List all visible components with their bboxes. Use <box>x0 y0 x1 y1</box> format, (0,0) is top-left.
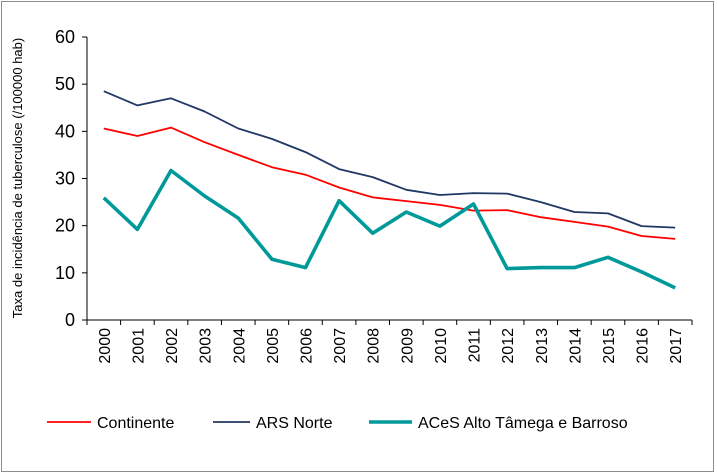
x-tick-label: 2004 <box>231 328 248 364</box>
x-tick-label: 2011 <box>467 328 484 363</box>
axes: 0 10 20 30 40 50 60 2000 2001 2002 2003 2004 2005 200… <box>55 27 693 364</box>
x-tick-label: 2003 <box>198 328 215 364</box>
plot-area <box>102 90 676 290</box>
x-tick-label: 2006 <box>298 328 315 364</box>
x-tick-label: 2001 <box>130 328 147 364</box>
legend-label: ARS Norte <box>256 415 333 432</box>
legend-label: ACeS Alto Tâmega e Barroso <box>418 415 628 432</box>
series-line-2 <box>103 90 676 229</box>
x-tick-label: 2002 <box>164 328 181 364</box>
x-tick-label: 2017 <box>668 328 685 364</box>
series-line-1 <box>103 126 676 240</box>
x-tick-label: 2016 <box>635 328 652 364</box>
series-line-3 <box>102 168 676 290</box>
x-tick-label: 2015 <box>601 328 618 364</box>
x-tick-label: 2010 <box>433 328 450 364</box>
x-tick-label: 2000 <box>97 328 114 364</box>
y-tick-label: 20 <box>55 216 75 236</box>
legend-item-1: Continente <box>47 415 174 432</box>
legend: Continente ARS Norte ACeS Alto Tâmega e Ba… <box>47 415 628 432</box>
y-tick-label: 10 <box>55 263 75 283</box>
x-tick-label: 2005 <box>265 328 282 364</box>
y-tick-label: 30 <box>55 169 75 189</box>
y-axis-title: Taxa de incidência de tuberculose (/1000… <box>10 38 25 318</box>
x-tick-label: 2007 <box>332 328 349 364</box>
x-tick-label: 2008 <box>366 328 383 364</box>
y-tick-label: 60 <box>55 27 75 47</box>
x-tick-label: 2009 <box>399 328 416 364</box>
y-tick-label: 0 <box>65 310 75 330</box>
y-tick-label: 50 <box>55 74 75 94</box>
legend-item-3: ACeS Alto Tâmega e Barroso <box>369 415 628 432</box>
x-tick-label: 2013 <box>534 328 551 364</box>
x-tick-label: 2012 <box>500 328 517 364</box>
legend-label: Continente <box>97 415 174 432</box>
y-axis-title-group: Taxa de incidência de tuberculose (/1000… <box>10 38 25 318</box>
legend-item-2: ARS Norte <box>213 415 333 432</box>
x-tick-label: 2014 <box>567 328 584 364</box>
y-tick-label: 40 <box>55 121 75 141</box>
